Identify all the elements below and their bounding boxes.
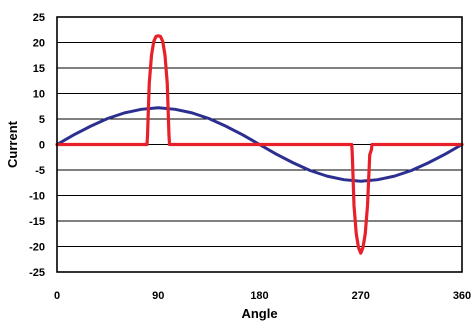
y-tick-label: 25 <box>33 12 45 24</box>
y-axis-title: Current <box>5 120 20 168</box>
x-tick-label: 0 <box>54 290 60 302</box>
y-tick-label: 10 <box>33 89 45 101</box>
y-tick-label: 15 <box>33 63 45 75</box>
x-tick-label: 270 <box>352 290 370 302</box>
x-tick-label: 180 <box>250 290 268 302</box>
y-tick-label: -20 <box>29 242 45 254</box>
y-tick-label: 20 <box>33 38 45 50</box>
x-axis-ticks: 0 90 180 270 360 <box>54 290 471 302</box>
plot-area-frame <box>56 16 463 273</box>
x-tick-label: 360 <box>453 290 471 302</box>
y-axis-ticks: 25 20 15 10 5 0 -5 -10 -15 -20 -25 <box>29 12 45 279</box>
y-tick-label: -10 <box>29 191 45 203</box>
series-line-2 <box>55 34 464 255</box>
y-tick-label: -15 <box>29 216 45 228</box>
y-tick-label: 0 <box>39 140 45 152</box>
y-tick-label: -5 <box>35 165 45 177</box>
y-tick-label: -25 <box>29 267 45 279</box>
data-series <box>55 34 464 255</box>
x-axis-title: Angle <box>241 306 277 321</box>
y-tick-label: 5 <box>39 114 45 126</box>
x-tick-label: 90 <box>152 290 164 302</box>
